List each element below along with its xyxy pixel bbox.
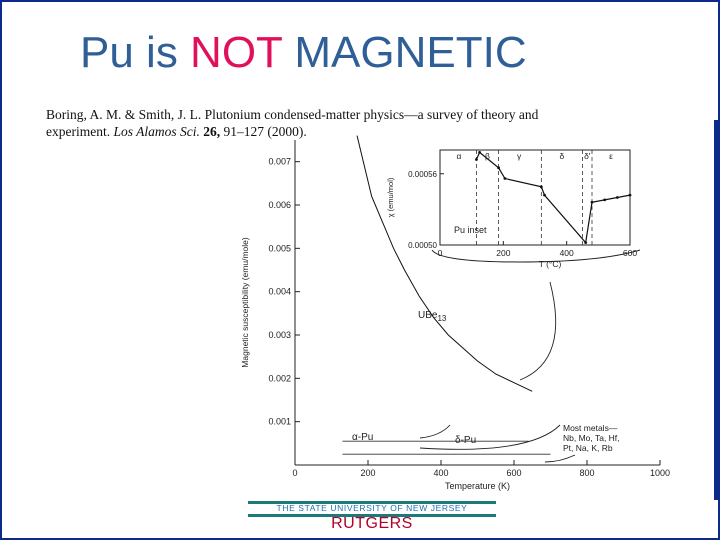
inset-y-tick-label: 0.00056 [408,170,437,179]
main-x-tick-label: 400 [433,468,448,478]
title-part-2: MAGNETIC [282,28,527,77]
inset-point [497,166,500,170]
inset-series-line [475,151,631,244]
main-x-tick-label: 0 [292,468,297,478]
annotation-arrow [519,281,557,381]
inset-point [503,177,507,180]
inset-y-tick-label: 0.00050 [408,241,437,250]
main-x-tick-label: 800 [579,468,594,478]
series-line-ube13 [356,135,533,392]
citation-pages: 91–127 (2000). [220,124,307,139]
footer-rutgers: RUTGERS [331,515,413,532]
inset-x-tick-label: 0 [438,248,443,258]
most-metals-label-1: Most metals— [563,423,618,433]
inset-point [475,158,478,161]
ube13-label-base: UBe [418,310,438,321]
inset-point [543,193,546,197]
main-y-tick-label: 0.002 [268,373,291,383]
main-x-tick-label: 600 [506,468,521,478]
inset-point [478,150,481,154]
main-y-tick-label: 0.006 [268,200,291,210]
inset-point [584,241,588,245]
inset-point [590,200,594,204]
main-y-tick-label: 0.003 [268,330,291,340]
alpha-pu-label: α-Pu [352,432,373,443]
inset-x-tick-label: 200 [496,248,510,258]
slide-title: Pu is NOT MAGNETIC [80,28,527,78]
inset-phase-label: α [457,151,462,161]
most-metals-label-2: Nb, Mo, Ta, Hf, [563,433,620,443]
annotations: UBe13 α-Pu δ-Pu Most metals—Nb, Mo, Ta, Hf,… [342,281,620,463]
inset-phase-label: ε [609,151,613,161]
inset-phase-label: β [485,151,490,161]
main-y-tick-label: 0.007 [268,157,291,167]
annotation-arrow [419,424,561,450]
delta-pu-label: δ-Pu [455,435,476,446]
main-x-tick-label: 1000 [650,468,670,478]
ube13-label-subscript: 13 [437,314,446,323]
inset-point [539,185,543,189]
most-metals-label-3: Pt, Na, K, Rb [563,443,613,453]
inset-bracket [431,249,641,263]
main-y-tick-label: 0.005 [268,243,291,253]
title-highlight: NOT [190,28,283,77]
footer-rule-bottom [248,514,496,517]
citation: Boring, A. M. & Smith, J. L. Plutonium c… [46,106,566,140]
inset-annotation: Pu inset [454,225,487,235]
ube13-label: UBe13 [418,310,447,323]
inset-point [615,196,619,199]
footer-rule-top [248,501,496,504]
inset-point [628,193,632,197]
slide-edge-accent [714,120,720,500]
annotation-arrow [419,424,451,439]
main-series [356,135,533,392]
inset-phase-label: γ [517,151,522,161]
main-y-tick-label: 0.001 [268,417,291,427]
inset-point [603,198,607,202]
main-y-axis-label: Magnetic susceptibility (emu/mole) [240,237,250,368]
footer-university: THE STATE UNIVERSITY OF NEW JERSEY [276,503,468,513]
citation-journal: Los Alamos Sci. [113,124,200,139]
inset-phase-label: δ [560,151,565,161]
inset-phase-label: δ' [584,151,591,161]
inset-y-axis-label: χ (emu/mol) [386,177,395,217]
inset-x-axis-label: T (°C) [539,259,562,269]
main-y-tick-label: 0.004 [268,287,291,297]
inset-frame [439,149,631,246]
main-x-axis-label: Temperature (K) [445,481,510,491]
inset-x-tick-label: 400 [560,248,574,258]
main-axes [294,140,660,466]
citation-authors: Boring, A. M. & Smith, J. L. Plutonium c… [46,107,539,139]
citation-volume: 26, [203,124,221,139]
main-x-tick-label: 200 [360,468,375,478]
title-part-1: Pu is [80,28,191,77]
main-ticks: 0 200 400 600 800 1000 0.001 0.002 0.003 0.004 0.0… [240,157,670,491]
annotation-arrow [544,454,576,463]
